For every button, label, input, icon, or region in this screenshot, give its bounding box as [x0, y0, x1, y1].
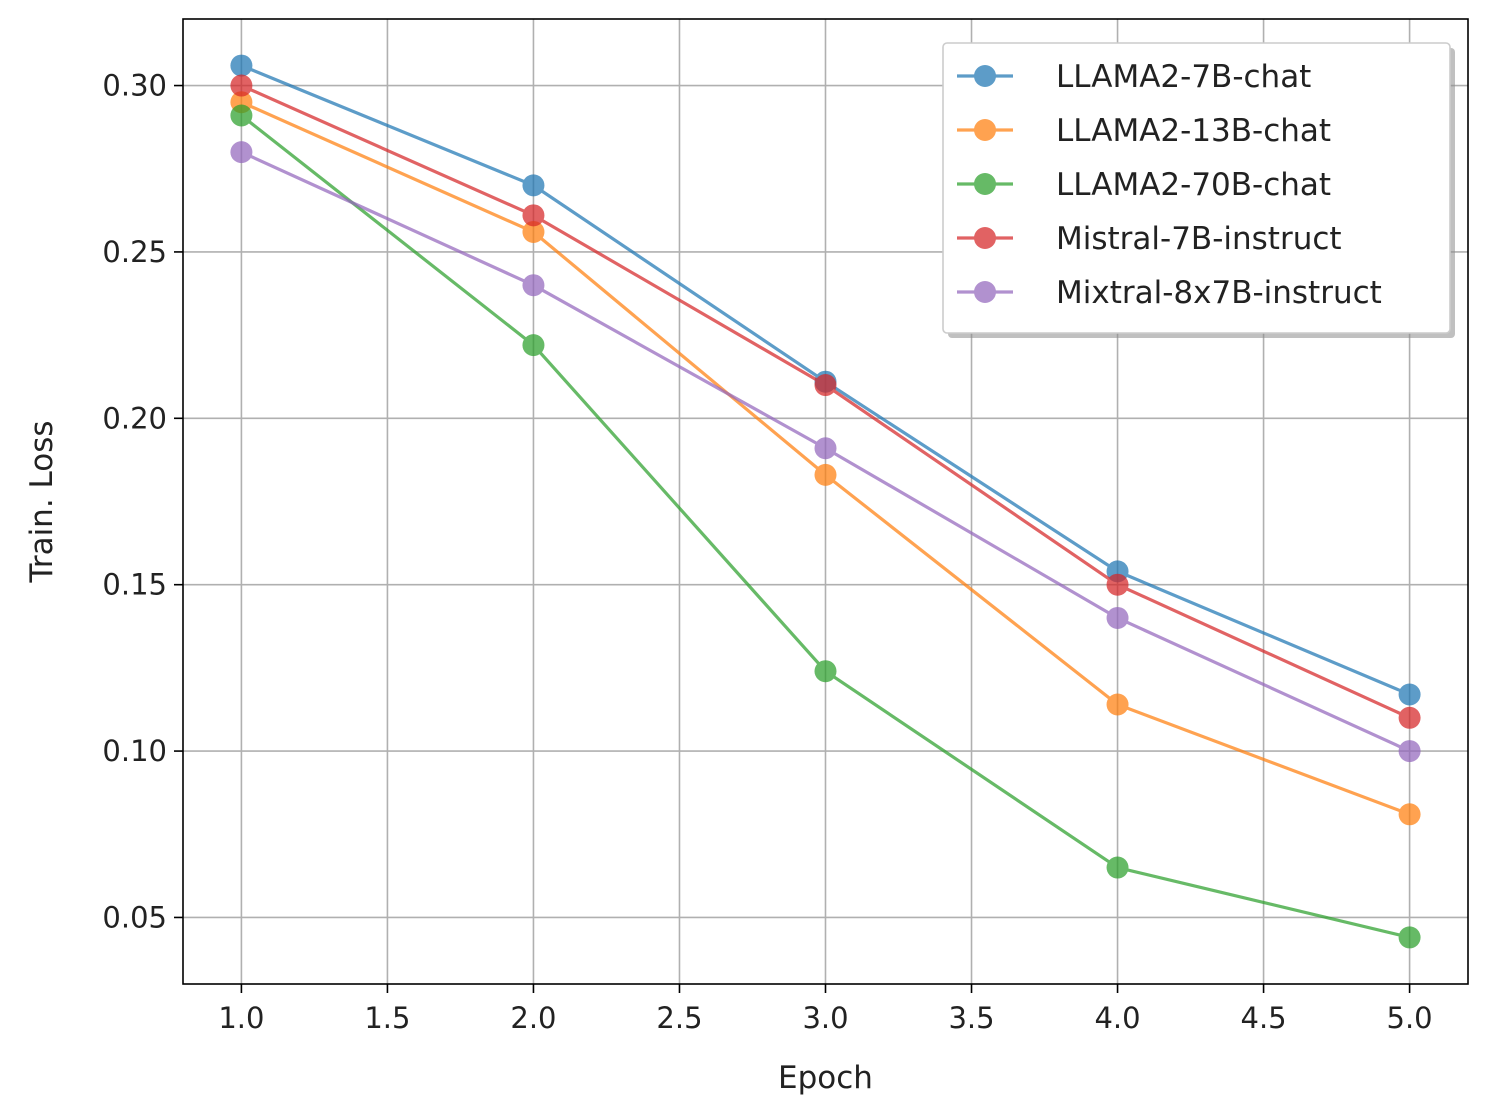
- legend-swatch-marker: [974, 173, 996, 195]
- y-tick-label: 0.25: [102, 235, 167, 269]
- data-point: [230, 141, 253, 164]
- y-tick-label: 0.30: [102, 69, 167, 103]
- legend-label: LLAMA2-7B-chat: [1056, 59, 1311, 95]
- x-tick-label: 3.5: [948, 1001, 994, 1035]
- legend-item-4: Mixtral-8x7B-instruct: [957, 275, 1382, 311]
- data-point: [1398, 683, 1421, 706]
- legend-label: LLAMA2-70B-chat: [1056, 167, 1331, 203]
- legend-box: [942, 42, 1451, 334]
- legend-label: Mixtral-8x7B-instruct: [1056, 275, 1382, 311]
- x-axis-label: Epoch: [778, 1060, 873, 1096]
- legend-item-2: LLAMA2-70B-chat: [957, 167, 1331, 203]
- legend-swatch: [957, 173, 1013, 195]
- data-point: [814, 374, 837, 397]
- data-point: [522, 204, 545, 227]
- x-tick-label: 3.0: [802, 1001, 848, 1035]
- legend-item-1: LLAMA2-13B-chat: [957, 113, 1331, 149]
- data-point: [230, 104, 253, 127]
- data-point: [1398, 740, 1421, 763]
- x-tick-label: 5.0: [1387, 1001, 1433, 1035]
- legend-swatch-marker: [974, 227, 996, 249]
- data-point: [1398, 706, 1421, 729]
- data-point: [1398, 803, 1421, 826]
- legend-swatch-marker: [974, 281, 996, 303]
- data-point: [1106, 856, 1129, 879]
- series-3: [230, 74, 1421, 729]
- legend-swatch: [957, 119, 1013, 141]
- series-4: [230, 141, 1421, 763]
- legend-swatch: [957, 65, 1013, 87]
- x-tick-label: 2.5: [656, 1001, 702, 1035]
- data-point: [522, 220, 545, 243]
- y-tick-label: 0.15: [102, 568, 167, 602]
- y-tick-label: 0.05: [102, 900, 167, 934]
- data-point: [1106, 573, 1129, 596]
- y-tick-label: 0.20: [102, 401, 167, 435]
- data-point: [814, 463, 837, 486]
- data-point: [522, 274, 545, 297]
- data-point: [814, 660, 837, 683]
- legend-item-0: LLAMA2-7B-chat: [957, 59, 1311, 95]
- data-point: [230, 74, 253, 97]
- data-point: [1106, 606, 1129, 629]
- series-layer: [230, 54, 1421, 949]
- data-point: [1106, 693, 1129, 716]
- x-tick-label: 2.0: [510, 1001, 556, 1035]
- data-point: [1398, 926, 1421, 949]
- legend-swatch: [957, 281, 1013, 303]
- x-tick-label: 4.5: [1241, 1001, 1287, 1035]
- data-point: [522, 334, 545, 357]
- legend-label: Mistral-7B-instruct: [1056, 221, 1342, 257]
- legend-item-3: Mistral-7B-instruct: [957, 221, 1342, 257]
- x-tick-label: 4.0: [1094, 1001, 1140, 1035]
- legend-swatch-marker: [974, 65, 996, 87]
- y-tick-label: 0.10: [102, 734, 167, 768]
- data-point: [814, 437, 837, 460]
- data-point: [230, 54, 253, 77]
- x-tick-label: 1.5: [364, 1001, 410, 1035]
- legend: LLAMA2-7B-chat LLAMA2-13B-chat LLAMA2-70B-…: [942, 42, 1455, 338]
- legend-swatch-marker: [974, 119, 996, 141]
- x-tick-label: 1.0: [218, 1001, 264, 1035]
- y-axis-label: Train. Loss: [24, 420, 60, 583]
- legend-swatch: [957, 227, 1013, 249]
- y-axis: 0.05 0.10 0.15 0.20 0.25 0.30: [102, 69, 183, 934]
- series-2: [230, 104, 1421, 949]
- legend-label: LLAMA2-13B-chat: [1056, 113, 1331, 149]
- x-axis: 1.0 1.5 2.0 2.5 3.0 3.5 4.0 4.5 5.0: [218, 984, 1433, 1035]
- data-point: [522, 174, 545, 197]
